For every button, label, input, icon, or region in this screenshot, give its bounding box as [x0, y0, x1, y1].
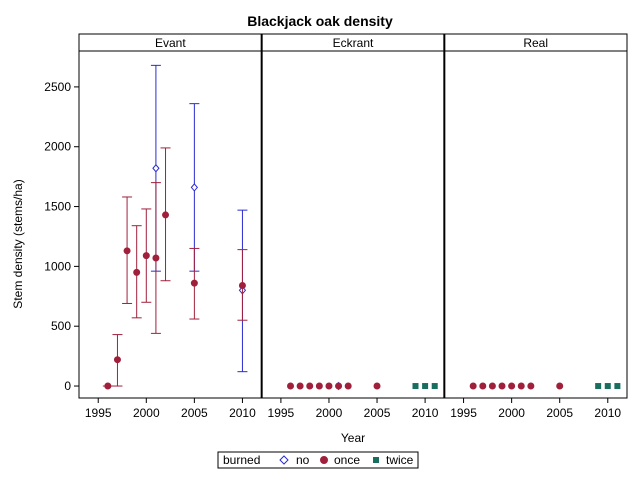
y-tick-label-1500: 1500: [44, 200, 71, 214]
point-real-once-1999: [498, 382, 506, 390]
point-eckrant-once-1996: [287, 382, 295, 390]
y-tick-label-2500: 2500: [44, 80, 71, 94]
legend-label-once: once: [334, 453, 360, 467]
x-tick-label-eckrant-2005: 2005: [364, 406, 391, 420]
point-eckrant-twice-2009: [412, 383, 419, 390]
point-evant-once-2010: [238, 282, 246, 290]
point-eckrant-once-2001: [335, 382, 343, 390]
x-tick-label-real-2005: 2005: [546, 406, 573, 420]
legend-label-no: no: [296, 453, 310, 467]
point-evant-once-1996: [104, 382, 112, 390]
x-tick-label-real-1995: 1995: [450, 406, 477, 420]
point-eckrant-once-1998: [306, 382, 314, 390]
point-real-once-2002: [527, 382, 535, 390]
x-tick-label-evant-2010: 2010: [229, 406, 256, 420]
plot-frame: [78, 33, 628, 399]
legend-marker-once: [320, 456, 328, 464]
point-real-once-2001: [517, 382, 525, 390]
y-tick-label-500: 500: [51, 319, 71, 333]
legend: burned no once twice: [217, 451, 419, 469]
point-evant-once-1999: [133, 268, 141, 276]
x-tick-label-evant-2000: 2000: [133, 406, 160, 420]
point-eckrant-once-2000: [325, 382, 333, 390]
legend-box: [217, 451, 419, 469]
point-real-once-2005: [556, 382, 564, 390]
point-eckrant-once-1999: [315, 382, 323, 390]
point-eckrant-once-2002: [344, 382, 352, 390]
point-real-once-1997: [479, 382, 487, 390]
x-tick-label-real-2000: 2000: [498, 406, 525, 420]
legend-title: burned: [223, 453, 260, 467]
point-real-twice-2010: [604, 383, 611, 390]
x-tick-label-evant-1995: 1995: [85, 406, 112, 420]
point-eckrant-once-1997: [296, 382, 304, 390]
x-tick-label-eckrant-2000: 2000: [316, 406, 343, 420]
legend-label-twice: twice: [386, 453, 414, 467]
point-real-once-2000: [508, 382, 516, 390]
point-eckrant-once-2005: [373, 382, 381, 390]
x-tick-label-real-2010: 2010: [594, 406, 621, 420]
panel-title-eckrant: Eckrant: [333, 36, 374, 50]
point-real-once-1996: [469, 382, 477, 390]
chart-title: Blackjack oak density: [247, 13, 393, 29]
y-tick-label-0: 0: [64, 379, 71, 393]
point-evant-once-2000: [142, 252, 150, 260]
point-evant-once-2001: [152, 254, 160, 262]
x-axis-label: Year: [341, 431, 365, 445]
point-evant-no-2001: [152, 163, 160, 173]
point-evant-once-2002: [162, 211, 170, 219]
y-tick-label-2000: 2000: [44, 140, 71, 154]
point-eckrant-twice-2010: [422, 383, 429, 390]
panel-title-evant: Evant: [155, 36, 186, 50]
point-evant-no-2005: [190, 183, 199, 192]
panel-title-real: Real: [523, 36, 548, 50]
x-tick-label-eckrant-2010: 2010: [412, 406, 439, 420]
point-evant-once-2005: [190, 279, 198, 287]
legend-marker-no: [279, 455, 289, 465]
x-tick-label-evant-2005: 2005: [181, 406, 208, 420]
point-evant-once-1998: [123, 247, 131, 255]
x-tick-label-eckrant-1995: 1995: [268, 406, 295, 420]
y-tick-label-1000: 1000: [44, 259, 71, 273]
point-real-twice-2011: [614, 383, 621, 390]
legend-marker-twice: [373, 457, 379, 463]
y-axis-label: Stem density (stems/ha): [11, 179, 25, 308]
point-eckrant-twice-2011: [431, 383, 438, 390]
point-real-twice-2009: [595, 383, 602, 390]
point-evant-once-1997: [113, 356, 121, 364]
point-real-once-1998: [488, 382, 496, 390]
